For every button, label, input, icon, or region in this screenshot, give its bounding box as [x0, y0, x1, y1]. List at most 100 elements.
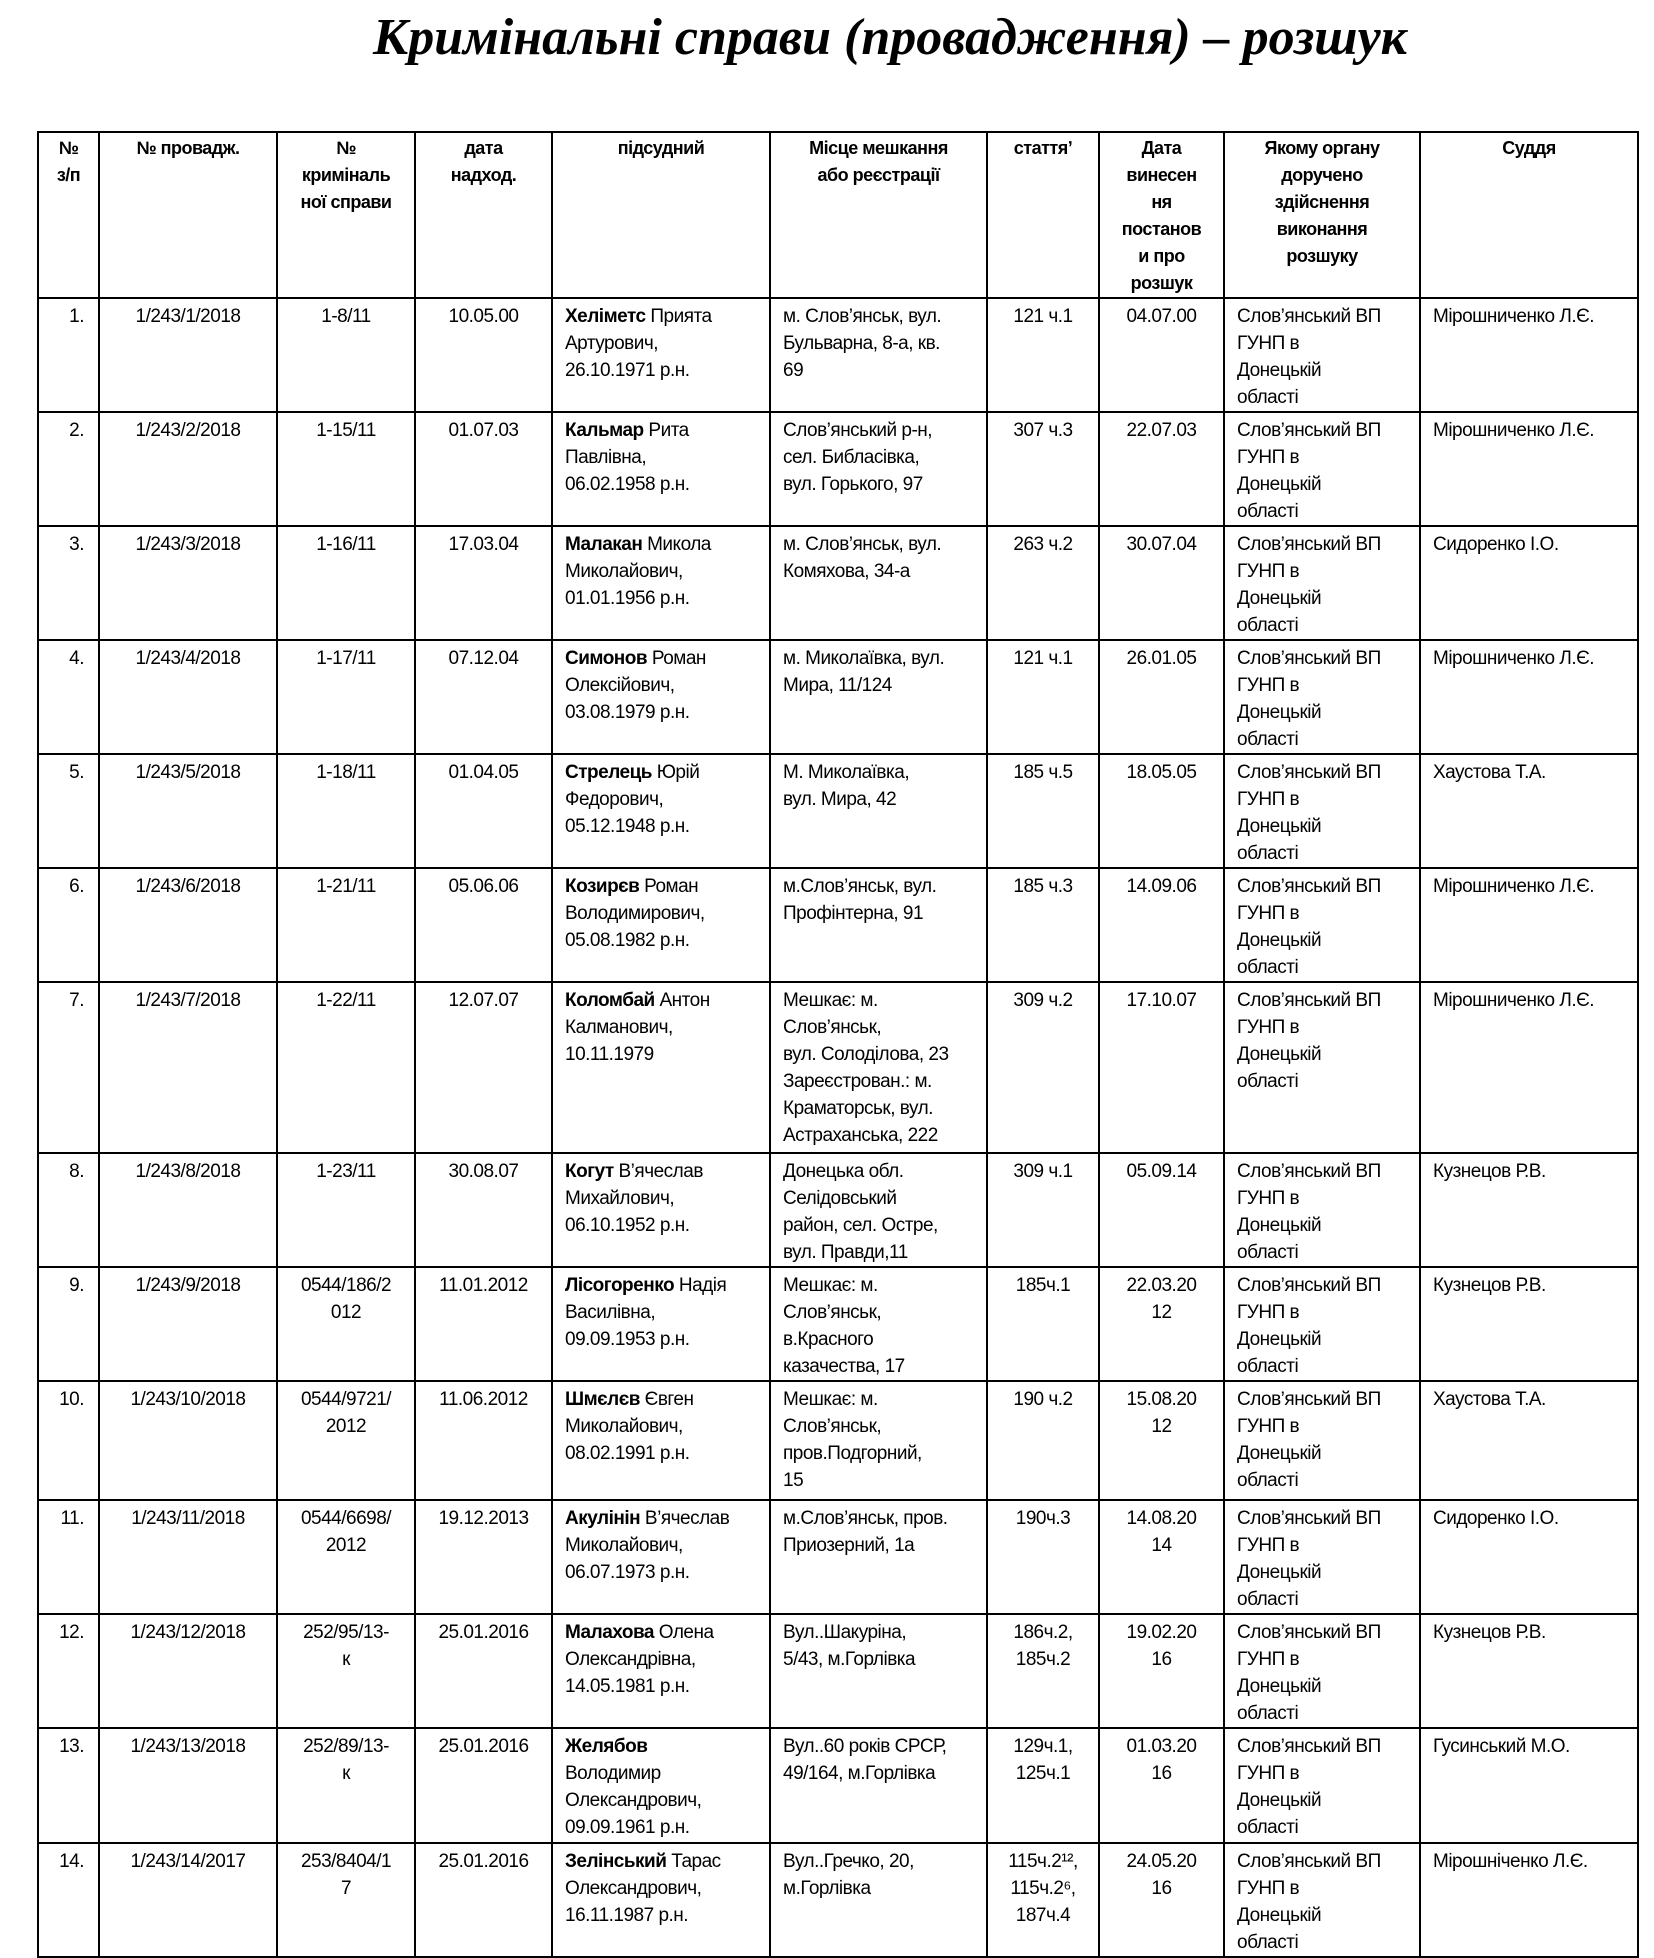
defendant-surname: Козирєв	[565, 876, 640, 897]
defendant-cell: Зелінський Тарас Олександрович, 16.11.19…	[551, 1842, 771, 1958]
address-cell: м. Миколаївка, вул. Мира, 11/124	[769, 639, 988, 755]
search-order-date-cell: 04.07.00	[1098, 297, 1225, 413]
defendant-name-birthdate: Роман Володимирович, 05.08.1982 р.н.	[565, 876, 705, 951]
row-number-cell: 1.	[37, 297, 100, 413]
proceeding-number-cell: 1/243/2/2018	[98, 411, 278, 527]
table-row: 5. 1/243/5/2018 1-18/11 01.04.05 Стрелець Юр…	[37, 753, 1639, 869]
defendant-surname: Малакан	[565, 534, 643, 555]
case-number-cell: 0544/6698/ 2012	[276, 1499, 416, 1615]
defendant-name-birthdate: Рита Павлівна, 06.02.1958 р.н.	[565, 420, 690, 495]
judge-cell: Кузнецов Р.В.	[1419, 1613, 1639, 1729]
search-order-date-cell: 17.10.07	[1098, 981, 1225, 1154]
receipt-date-cell: 01.07.03	[414, 411, 553, 527]
address-cell: М. Миколаївка, вул. Мира, 42	[769, 753, 988, 869]
defendant-name-birthdate: В’ячеслав Михайлович, 06.10.1952 р.н.	[565, 1161, 703, 1236]
case-number-cell: 0544/186/2 012	[276, 1266, 416, 1382]
defendant-cell: Кальмар Рита Павлівна, 06.02.1958 р.н.	[551, 411, 771, 527]
search-authority-cell: Слов’янський ВП ГУНП в Донецькій області	[1223, 1266, 1421, 1382]
article-cell: 186ч.2, 185ч.2	[986, 1613, 1100, 1729]
search-authority-cell: Слов’янський ВП ГУНП в Донецькій області	[1223, 297, 1421, 413]
proceeding-number-cell: 1/243/9/2018	[98, 1266, 278, 1382]
page-title: Кримінальні справи (провадження) – розшу…	[372, 9, 1408, 66]
row-number-cell: 2.	[37, 411, 100, 527]
defendant-cell: Желябов Володимир Олександрович, 09.09.1…	[551, 1727, 771, 1844]
proceeding-number-cell: 1/243/7/2018	[98, 981, 278, 1154]
search-order-date-cell: 18.05.05	[1098, 753, 1225, 869]
receipt-date-cell: 25.01.2016	[414, 1727, 553, 1844]
case-number-cell: 0544/9721/ 2012	[276, 1380, 416, 1501]
judge-cell: Мірошниченко Л.Є.	[1419, 867, 1639, 983]
search-authority-cell: Слов’янський ВП ГУНП в Донецькій області	[1223, 867, 1421, 983]
header-search-authority: Якому органу доручено здійснення виконан…	[1223, 131, 1421, 299]
defendant-cell: Акулінін В’ячеслав Миколайович, 06.07.19…	[551, 1499, 771, 1615]
proceeding-number-cell: 1/243/6/2018	[98, 867, 278, 983]
defendant-surname: Зелінський	[565, 1851, 667, 1872]
search-authority-cell: Слов’янський ВП ГУНП в Донецькій області	[1223, 1613, 1421, 1729]
address-cell: Мешкає: м. Слов’янськ, пров.Подгорний, 1…	[769, 1380, 988, 1501]
address-cell: Мешкає: м. Слов’янськ, в.Красного казаче…	[769, 1266, 988, 1382]
judge-cell: Кузнецов Р.В.	[1419, 1266, 1639, 1382]
header-row: № з/п № провадж. № криміналь ної справи дат…	[37, 131, 1639, 299]
proceeding-number-cell: 1/243/11/2018	[98, 1499, 278, 1615]
defendant-cell: Малахова Олена Олександрівна, 14.05.1981…	[551, 1613, 771, 1729]
table-row: 9. 1/243/9/2018 0544/186/2 012 11.01.2012 Лі…	[37, 1266, 1639, 1382]
proceeding-number-cell: 1/243/1/2018	[98, 297, 278, 413]
address-cell: м.Слов’янськ, пров. Приозерний, 1а	[769, 1499, 988, 1615]
table-row: 1. 1/243/1/2018 1-8/11 10.05.00 Хеліметс При…	[37, 297, 1639, 413]
address-cell: Вул..60 років СРСР, 49/164, м.Горлівка	[769, 1727, 988, 1844]
defendant-name-birthdate: Олена Олександрівна, 14.05.1981 р.н.	[565, 1622, 714, 1697]
table-row: 8. 1/243/8/2018 1-23/11 30.08.07 Когут В’яче…	[37, 1152, 1639, 1268]
article-cell: 309 ч.2	[986, 981, 1100, 1154]
address-cell: м. Слов’янськ, вул. Комяхова, 34-а	[769, 525, 988, 641]
defendant-surname: Акулінін	[565, 1508, 641, 1529]
defendant-name-birthdate: В’ячеслав Миколайович, 06.07.1973 р.н.	[565, 1508, 730, 1583]
row-number-cell: 11.	[37, 1499, 100, 1615]
table-row: 2. 1/243/2/2018 1-15/11 01.07.03 Кальмар Рит…	[37, 411, 1639, 527]
search-authority-cell: Слов’янський ВП ГУНП в Донецькій області	[1223, 525, 1421, 641]
judge-cell: Мірошніченко Л.Є.	[1419, 1842, 1639, 1958]
search-order-date-cell: 01.03.20 16	[1098, 1727, 1225, 1844]
defendant-cell: Малакан Микола Миколайович, 01.01.1956 р…	[551, 525, 771, 641]
defendant-surname: Стрелець	[565, 762, 652, 783]
article-cell: 115ч.2¹², 115ч.2⁶, 187ч.4	[986, 1842, 1100, 1958]
table-row: 7. 1/243/7/2018 1-22/11 12.07.07 Коломбай Ан…	[37, 981, 1639, 1154]
receipt-date-cell: 10.05.00	[414, 297, 553, 413]
defendant-cell: Когут В’ячеслав Михайлович, 06.10.1952 р…	[551, 1152, 771, 1268]
row-number-cell: 9.	[37, 1266, 100, 1382]
receipt-date-cell: 19.12.2013	[414, 1499, 553, 1615]
case-number-cell: 1-15/11	[276, 411, 416, 527]
proceeding-number-cell: 1/243/12/2018	[98, 1613, 278, 1729]
defendant-surname: Хеліметс	[565, 306, 646, 327]
proceeding-number-cell: 1/243/13/2018	[98, 1727, 278, 1844]
row-number-cell: 4.	[37, 639, 100, 755]
proceeding-number-cell: 1/243/4/2018	[98, 639, 278, 755]
row-number-cell: 7.	[37, 981, 100, 1154]
case-number-cell: 1-23/11	[276, 1152, 416, 1268]
address-cell: Мешкає: м. Слов’янськ, вул. Солоділова, …	[769, 981, 988, 1154]
search-authority-cell: Слов’янський ВП ГУНП в Донецькій області	[1223, 1727, 1421, 1844]
row-number-cell: 6.	[37, 867, 100, 983]
table-row: 13. 1/243/13/2018 252/89/13- к 25.01.2016 Же…	[37, 1727, 1639, 1844]
defendant-name-birthdate: Володимир Олександрович, 09.09.1961 р.н.	[565, 1763, 702, 1838]
defendant-cell: Козирєв Роман Володимирович, 05.08.1982 …	[551, 867, 771, 983]
judge-cell: Гусинський М.О.	[1419, 1727, 1639, 1844]
search-authority-cell: Слов’янський ВП ГУНП в Донецькій області	[1223, 981, 1421, 1154]
search-authority-cell: Слов’янський ВП ГУНП в Донецькій області	[1223, 1842, 1421, 1958]
judge-cell: Мірошниченко Л.Є.	[1419, 981, 1639, 1154]
table-row: 6. 1/243/6/2018 1-21/11 05.06.06 Козирєв Ром…	[37, 867, 1639, 983]
table-row: 12. 1/243/12/2018 252/95/13- к 25.01.2016 Ма…	[37, 1613, 1639, 1729]
defendant-name-birthdate: Микола Миколайович, 01.01.1956 р.н.	[565, 534, 711, 609]
header-proceeding: № провадж.	[98, 131, 278, 299]
judge-cell: Кузнецов Р.В.	[1419, 1152, 1639, 1268]
receipt-date-cell: 17.03.04	[414, 525, 553, 641]
receipt-date-cell: 25.01.2016	[414, 1613, 553, 1729]
row-number-cell: 14.	[37, 1842, 100, 1958]
row-number-cell: 13.	[37, 1727, 100, 1844]
defendant-cell: Симонов Роман Олексійович, 03.08.1979 р.…	[551, 639, 771, 755]
row-number-cell: 5.	[37, 753, 100, 869]
proceeding-number-cell: 1/243/5/2018	[98, 753, 278, 869]
judge-cell: Сидоренко І.О.	[1419, 525, 1639, 641]
address-cell: Донецька обл. Селідовський район, сел. О…	[769, 1152, 988, 1268]
header-defendant: підсудний	[551, 131, 771, 299]
defendant-name-birthdate: Тарас Олександрович, 16.11.1987 р.н.	[565, 1851, 721, 1926]
